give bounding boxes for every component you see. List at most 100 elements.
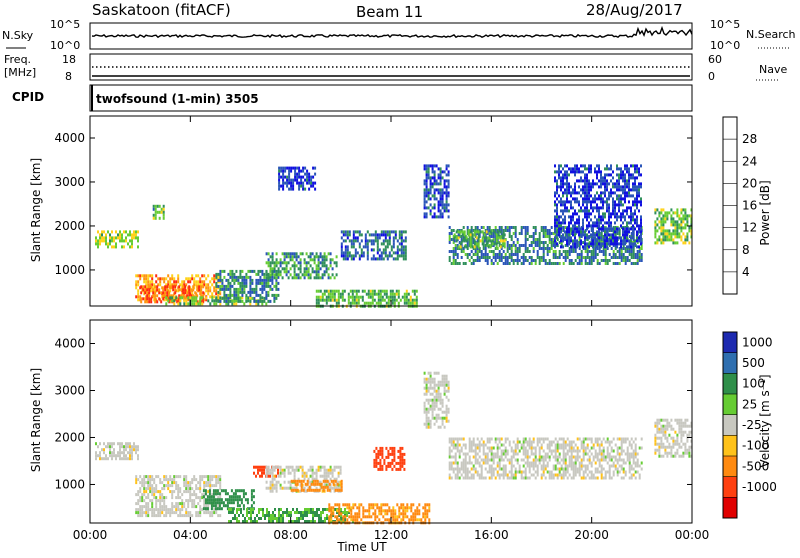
power-cells-cell <box>405 254 407 257</box>
power-cells-cell <box>320 299 322 302</box>
vel-cells-cell <box>379 453 381 456</box>
power-cells-cell <box>632 188 634 191</box>
power-cells-cell <box>263 285 265 288</box>
power-cells-cell <box>345 230 347 233</box>
power-cells-cell <box>616 182 618 185</box>
power-cells-cell <box>404 302 406 305</box>
power-cells-cell <box>392 293 394 296</box>
vel-cells-cell <box>139 496 141 499</box>
power-cells-cell <box>320 252 322 255</box>
vel-cells-cell <box>412 503 414 506</box>
power-cells-cell <box>628 188 630 191</box>
power-cells-cell <box>563 262 565 265</box>
power-cells-cell <box>300 267 302 270</box>
power-cells-cell <box>164 291 166 294</box>
power-cells-cell <box>591 250 593 253</box>
power-cells-cell <box>296 182 298 185</box>
power-cells-cell <box>636 233 638 236</box>
power-cells-cell <box>261 285 263 288</box>
power-cells-cell <box>255 288 257 291</box>
power-cells-cell <box>560 209 562 212</box>
vel-cells-cell <box>109 454 111 457</box>
power-cells-cell <box>598 179 600 182</box>
power-cells-cell <box>284 176 286 179</box>
power-cells-cell <box>549 259 551 262</box>
vel-cells-cell <box>205 481 207 484</box>
power-cells-cell <box>610 191 612 194</box>
power-cells-cell <box>584 242 586 245</box>
power-cells-cell <box>614 200 616 203</box>
power-cells-cell <box>237 288 239 291</box>
power-cells-cell <box>379 236 381 239</box>
vel-cells-cell <box>189 487 191 490</box>
power-cells-cell <box>554 230 556 233</box>
vel-cells-cell <box>338 472 340 475</box>
vel-cells-cell <box>377 462 379 465</box>
vel-cells-cell <box>290 484 292 487</box>
vel-cells-cell <box>238 508 240 511</box>
vel-cells-cell <box>326 469 328 472</box>
vel-cells-cell <box>416 512 418 515</box>
power-cells-cell <box>485 253 487 256</box>
power-cells-cell <box>101 239 103 242</box>
vel-cells-cell <box>304 475 306 478</box>
power-cells-cell <box>472 245 474 248</box>
power-cells-cell <box>598 206 600 209</box>
power-cells-cell <box>631 250 633 253</box>
vel-cells-cell <box>177 490 179 493</box>
vel-cells-cell <box>446 405 448 408</box>
power-cells-cell <box>622 233 624 236</box>
vel-cells-cell <box>145 475 147 478</box>
power-cells-cell <box>515 244 517 247</box>
power-cells-cell <box>430 176 432 179</box>
power-cells-cell <box>123 239 125 242</box>
power-cells-cell <box>156 300 158 303</box>
power-cells-cell <box>602 182 604 185</box>
power-cells-cell <box>578 170 580 173</box>
power-cells-cell <box>602 206 604 209</box>
power-cells-cell <box>434 206 436 209</box>
vel-cells-cell <box>219 478 221 481</box>
power-cells-cell <box>137 236 139 239</box>
power-cells-cell <box>605 259 607 262</box>
power-cells-cell <box>578 227 580 230</box>
vel-cells-cell <box>426 411 428 414</box>
power-cells-cell <box>586 176 588 179</box>
vel-cells-cell <box>167 484 169 487</box>
power-cells-cell <box>119 239 121 242</box>
vel-cells-cell <box>432 405 434 408</box>
power-cells-cell <box>505 229 507 232</box>
vel-cells-cell <box>290 511 292 514</box>
vel-cells-cell <box>163 487 165 490</box>
power-cells-cell <box>282 173 284 176</box>
power-cells-cell <box>498 233 500 236</box>
power-cells-cell <box>485 247 487 250</box>
power-cells-cell <box>558 200 560 203</box>
power-cells-cell <box>265 282 267 285</box>
power-cells-cell <box>586 182 588 185</box>
vel-cells-cell <box>155 514 157 517</box>
power-cells-cell <box>318 302 320 305</box>
power-cells-cell <box>628 194 630 197</box>
power-cells-cell <box>233 273 235 276</box>
power-cells-cell <box>446 206 448 209</box>
power-cells-cell <box>392 296 394 299</box>
power-cells-cell <box>467 226 469 229</box>
power-cells-cell <box>578 209 580 212</box>
power-cells-cell <box>596 176 598 179</box>
power-cells-cell <box>391 248 393 251</box>
power-cells-cell <box>597 262 599 265</box>
power-cells-cell <box>576 197 578 200</box>
vel-cells-cell <box>348 503 350 506</box>
power-cells-cell <box>684 211 686 214</box>
vel-cells-cell <box>268 511 270 514</box>
vel-cells-cell <box>272 475 274 478</box>
power-cells-cell <box>426 170 428 173</box>
power-cells-cell <box>290 255 292 258</box>
power-cells-cell <box>501 226 503 229</box>
power-cells-cell <box>367 254 369 257</box>
vel-cells-cell <box>129 454 131 457</box>
vel-cells-cell <box>392 506 394 509</box>
vel-cells-cell <box>372 512 374 515</box>
power-cells-cell <box>578 230 580 233</box>
